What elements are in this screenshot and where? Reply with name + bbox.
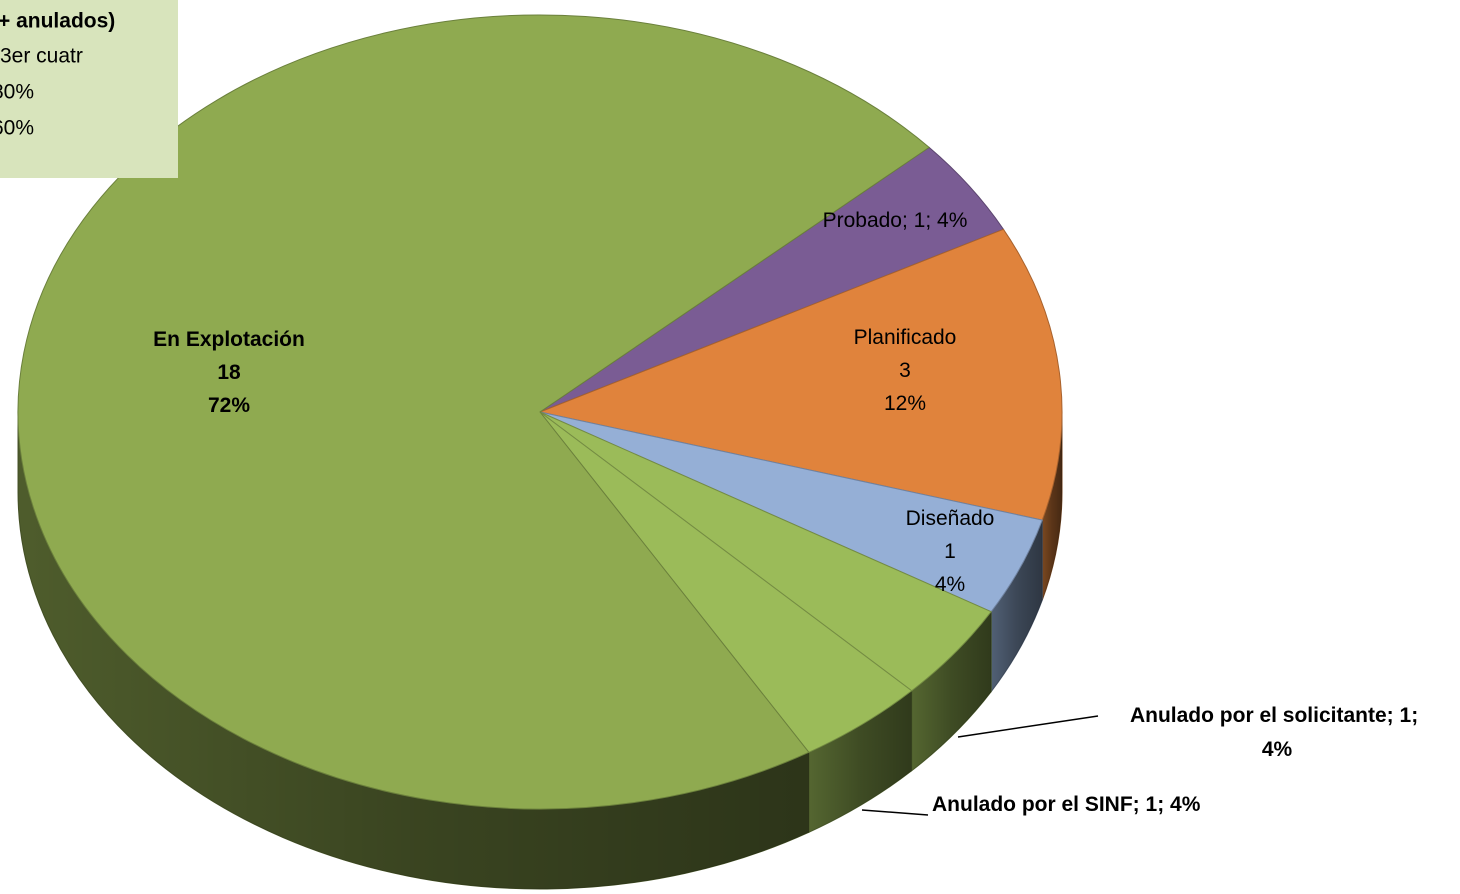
annotation-text: 60%	[0, 117, 34, 140]
label-part: 12%	[884, 392, 926, 415]
slice-label-name: Diseñado	[906, 507, 995, 530]
slice-label: Anulado por el solicitante; 1;	[1130, 704, 1424, 727]
label-part: ;	[925, 209, 937, 232]
slice-label-percent: 4%	[1262, 738, 1293, 761]
pie-tops	[17, 14, 1063, 810]
slice-label-count: 1	[944, 540, 956, 563]
slice-side-shade	[991, 520, 1043, 692]
label-part: ;	[1387, 704, 1400, 727]
label-part: En Explotación	[153, 328, 305, 351]
slice-label-count: 3	[899, 359, 911, 382]
label-part: ;	[1157, 793, 1170, 816]
label-part: 4%	[1170, 793, 1201, 816]
label-part: 1	[914, 209, 926, 232]
slice-label-count: 18	[217, 361, 241, 384]
label-part: 3	[899, 359, 911, 382]
label-part: Planificado	[854, 326, 957, 349]
label-part: Anulado por el SINF	[932, 793, 1133, 816]
slice-label: Probado; 1; 4%	[823, 209, 968, 232]
slice-side-shade	[911, 611, 992, 771]
slice-side-shade	[808, 690, 912, 833]
label-part: ;	[902, 209, 914, 232]
label-part: 18	[217, 361, 241, 384]
label-part: ;	[1411, 704, 1424, 727]
slice-label-percent: 4%	[935, 573, 965, 596]
data-labels: Probado; 1; 4% Planificado 3 12% Diseñado 1 4%…	[153, 209, 1424, 816]
label-part: Diseñado	[906, 507, 995, 530]
slice-label-percent: 72%	[208, 394, 250, 417]
annotation-background	[0, 0, 178, 178]
leader-line	[861, 809, 929, 816]
label-part: 1	[944, 540, 956, 563]
annotation-box: + anulados) 3er cuatr 80% 60%	[0, 0, 178, 178]
label-part: ;	[1133, 793, 1146, 816]
pie-sides	[17, 411, 1063, 890]
annotation-text: 80%	[0, 81, 34, 104]
slice-label-percent: 12%	[884, 392, 926, 415]
label-part: 4%	[935, 573, 965, 596]
slice-label-name: Planificado	[854, 326, 957, 349]
slice	[17, 14, 930, 810]
leader-line	[957, 715, 1099, 738]
label-part: Anulado por el solicitante	[1130, 704, 1387, 727]
label-part: 1	[1400, 704, 1412, 727]
slice-side-shade	[1042, 412, 1062, 601]
slice-label-name: En Explotación	[153, 328, 305, 351]
annotation-text: 3er cuatr	[0, 45, 83, 68]
slice-label: Anulado por el SINF; 1; 4%	[932, 793, 1201, 816]
label-part: 72%	[208, 394, 250, 417]
annotation-text: + anulados)	[0, 10, 115, 33]
label-part: 4%	[1262, 738, 1293, 761]
slice-side-shade	[17, 412, 809, 889]
slice	[538, 228, 1063, 521]
label-part: 1	[1146, 793, 1158, 816]
label-part: 4%	[937, 209, 967, 232]
label-part: Probado	[823, 209, 902, 232]
